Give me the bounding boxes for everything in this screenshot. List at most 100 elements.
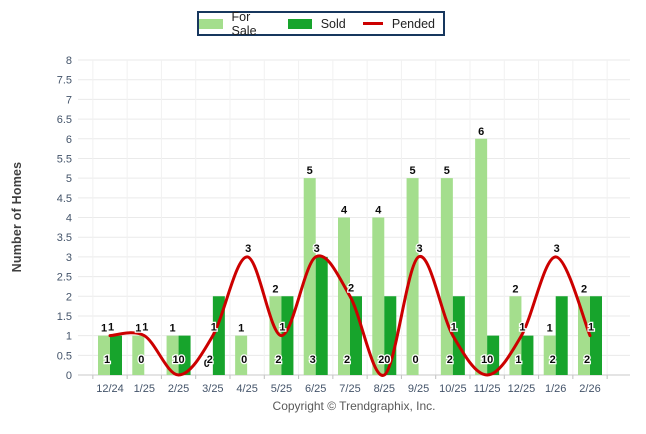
for-sale-value-label: 5 [410,165,416,177]
x-tick-label: 12/24 [96,383,124,395]
x-tick-label: 5/25 [271,383,292,395]
x-tick-label: 4/25 [236,383,257,395]
sold-value-label: 2 [550,354,556,366]
x-tick-label: 11/25 [474,383,501,395]
y-tick-label: 6.5 [57,114,72,126]
sold-value-label: 0 [241,354,247,366]
legend-pended-label: Pended [391,16,435,31]
y-tick-label: 0.5 [57,350,72,362]
bar-for-sale [578,296,590,375]
pended-value-label: 1 [588,322,594,334]
pended-value-label: 0 [179,354,185,366]
sold-value-label: 2 [447,354,453,366]
x-tick-label: 3/25 [202,383,223,395]
for-sale-value-label: 5 [444,165,450,177]
for-sale-value-label: 4 [341,205,348,217]
y-tick-label: 3.5 [57,232,72,244]
sold-value-label: 0 [138,354,144,366]
for-sale-value-label: 2 [581,283,587,295]
bar-sold [315,256,328,375]
for-sale-value-label: 4 [375,205,382,217]
y-tick-label: 5 [66,173,72,185]
sold-value-label: 1 [481,354,487,366]
bar-for-sale [98,335,110,375]
sold-value-label: 1 [104,354,110,366]
for-sale-value-label: 5 [307,165,313,177]
legend-sold-label: Sold [320,16,346,31]
bar-sold [281,296,294,375]
y-tick-label: 4 [66,213,72,225]
sold-value-label: 2 [344,354,350,366]
sold-value-label: 1 [515,354,521,366]
bar-for-sale [338,217,350,375]
for-sale-value-label: 1 [238,323,244,335]
bar-for-sale [509,296,522,375]
bar-for-sale [543,335,556,375]
bar-for-sale [475,138,488,375]
y-tick-label: 7.5 [57,75,72,87]
pended-value-label: 3 [245,243,251,255]
pended-value-label: 1 [279,322,285,334]
x-tick-label: 12/25 [508,383,536,395]
for-sale-value-label: 2 [512,283,518,295]
for-sale-value-label: 6 [478,126,484,138]
chart-legend: For Sale Sold Pended [197,10,445,38]
x-tick-label: 2/26 [579,383,600,395]
bar-for-sale [166,335,179,375]
pended-value-label: 0 [487,354,493,366]
bar-sold [487,335,500,375]
y-tick-label: 7 [66,94,72,106]
x-tick-label: 1/26 [545,383,566,395]
for-sale-value-label: 1 [547,323,553,335]
bar-for-sale [440,178,453,375]
y-tick-label: 6 [66,134,72,146]
pended-value-label: 1 [142,322,148,334]
x-tick-label: 9/25 [408,383,429,395]
for-sale-value-label: 2 [272,283,278,295]
sold-value-label: 2 [207,354,213,366]
x-tick-label: 6/25 [305,383,326,395]
bar-sold [110,335,122,375]
y-tick-label: 3 [66,252,72,264]
sold-value-label: 2 [275,354,281,366]
bar-for-sale [269,296,282,375]
sold-value-label: 3 [310,354,316,366]
pended-value-label: 2 [348,282,354,294]
y-tick-label: 1.5 [57,311,72,323]
sold-value-label: 0 [413,354,419,366]
pended-value-label: 3 [554,243,560,255]
pended-value-label: 1 [451,322,457,334]
sold-value-label: 2 [584,354,590,366]
x-tick-label: 10/25 [439,383,467,395]
pended-line [108,254,592,377]
bar-for-sale [372,217,385,375]
x-tick-label: 2/25 [168,383,189,395]
x-tick-label: 8/25 [374,383,395,395]
pended-line-swatch-icon [362,22,383,25]
sold-swatch-icon [288,18,312,29]
copyright-text: Copyright © Trendgraphix, Inc. [272,399,436,413]
for-sale-value-label: 1 [101,323,107,335]
pended-value-label: 1 [108,322,114,334]
x-tick-label: 7/25 [339,383,360,395]
bar-for-sale [132,335,145,375]
bar-sold [178,335,191,375]
bar-for-sale [303,178,316,375]
pended-value-label: 0 [384,354,390,366]
y-tick-label: 8 [66,55,72,67]
y-tick-label: 2.5 [57,272,72,284]
pended-value-label: 1 [519,322,525,334]
x-tick-label: 1/25 [134,383,155,395]
sold-value-label: 1 [173,354,179,366]
for-sale-swatch-icon [199,18,223,29]
pended-value-label: 3 [417,243,423,255]
bar-sold [590,296,602,375]
bar-for-sale [406,178,419,375]
bar-for-sale [235,335,248,375]
pended-value-label: 3 [314,243,320,255]
y-tick-label: 1 [66,331,72,343]
for-sale-value-label: 1 [135,323,141,335]
y-tick-label: 5.5 [57,153,72,165]
